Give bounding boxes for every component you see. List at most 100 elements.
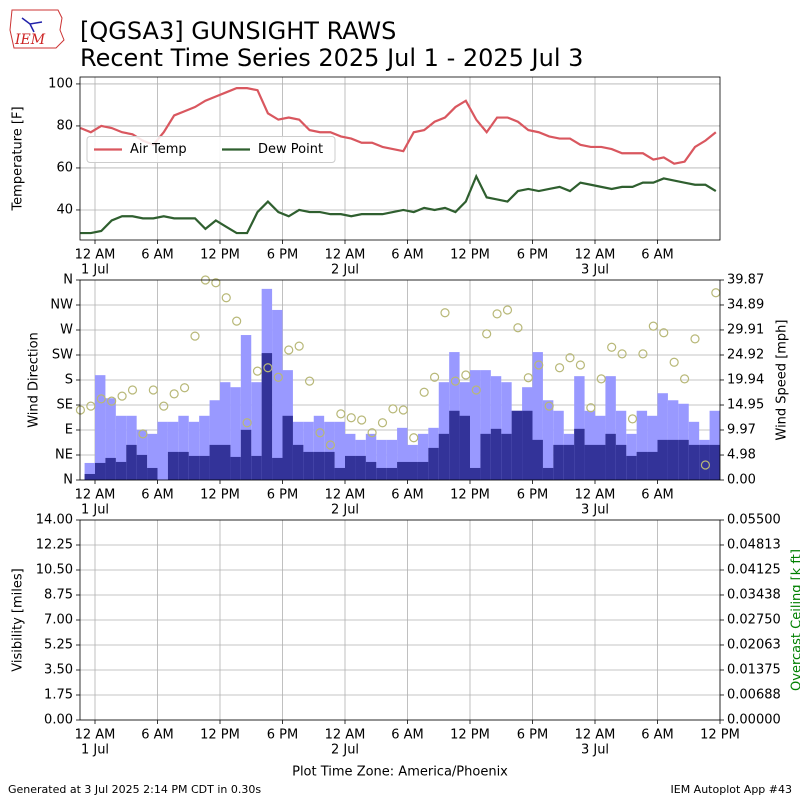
bar <box>272 457 283 480</box>
x-tick-label: 6 AM <box>641 488 674 503</box>
x-tick-label: 6 AM <box>391 488 424 503</box>
bar <box>251 455 262 480</box>
bar <box>220 444 231 480</box>
bar <box>480 370 491 480</box>
day-label: 1 Jul <box>81 503 109 518</box>
legend-box <box>86 136 336 163</box>
bar <box>313 451 325 480</box>
direction-point <box>575 360 586 370</box>
x-tick-label: 12 PM <box>700 728 740 743</box>
bar <box>303 421 314 480</box>
x-tick-label: 12 PM <box>450 248 490 263</box>
bar <box>84 462 95 480</box>
direction-point <box>242 418 252 428</box>
bar <box>397 461 408 480</box>
direction-point <box>419 387 429 397</box>
direction-point <box>252 366 263 376</box>
x-tick-label: 6 AM <box>141 248 174 263</box>
bar <box>449 410 460 480</box>
direction-point <box>492 309 502 319</box>
direction-point <box>159 401 169 411</box>
x-tick-label: 6 AM <box>141 488 174 503</box>
bar <box>574 428 585 480</box>
bar <box>407 461 418 480</box>
direction-point <box>138 429 148 439</box>
bar <box>417 433 429 480</box>
direction-point <box>711 288 721 298</box>
bar <box>542 400 554 480</box>
direction-point <box>617 349 627 359</box>
bar <box>699 444 710 480</box>
y-tick-label: 1.75 <box>44 688 73 703</box>
direction-point <box>336 409 346 419</box>
bar <box>324 451 335 480</box>
direction-point <box>523 373 533 383</box>
direction-point <box>190 331 200 341</box>
bar <box>605 376 616 480</box>
x-tick-label: 12 AM <box>325 488 366 503</box>
y2-tick-label: 0.02063 <box>727 637 781 652</box>
y2-tick-label: 24.92 <box>727 347 764 362</box>
bar <box>292 444 304 480</box>
direction-point <box>211 278 221 288</box>
direction-point <box>127 385 138 395</box>
direction-point <box>221 293 231 303</box>
bar <box>438 382 450 480</box>
direction-point <box>554 363 565 373</box>
bar <box>167 451 179 480</box>
bar <box>376 467 387 480</box>
bar <box>615 444 627 480</box>
bar <box>470 467 481 480</box>
direction-point <box>565 353 575 363</box>
direction-point <box>86 401 96 411</box>
bar <box>209 400 220 480</box>
x-tick-label: 12 AM <box>575 248 616 263</box>
x-tick-label: 12 AM <box>75 248 116 263</box>
direction-point <box>398 405 408 415</box>
bar <box>105 457 116 480</box>
bar <box>647 451 658 480</box>
y-tick-label: 60 <box>56 160 73 175</box>
y2-tick-label: 0.03438 <box>727 587 781 602</box>
direction-point <box>513 323 523 333</box>
bar <box>355 455 366 480</box>
direction-point <box>273 372 283 382</box>
bar <box>95 462 106 480</box>
series-line <box>80 87 717 165</box>
direction-point <box>117 391 127 401</box>
bar <box>532 352 543 480</box>
bar <box>220 382 231 480</box>
y-tick-label: NE <box>55 448 73 463</box>
bar <box>199 455 210 480</box>
bar <box>511 410 523 480</box>
bar <box>636 451 648 480</box>
y-tick-label: 0.00 <box>44 713 73 728</box>
legend-label: Dew Point <box>258 142 323 157</box>
bar <box>501 382 512 480</box>
direction-point <box>690 334 700 344</box>
x-tick-label: 12 PM <box>450 728 490 743</box>
subtitle: Recent Time Series 2025 Jul 1 - 2025 Jul… <box>80 44 583 72</box>
bar <box>157 421 168 480</box>
bar <box>584 444 595 480</box>
bar <box>417 461 429 480</box>
y2-axis-label: Overcast Ceiling [k ft] <box>790 549 800 691</box>
day-label: 3 Jul <box>581 263 609 278</box>
bar <box>667 439 679 480</box>
bar <box>240 335 252 480</box>
bar <box>313 415 325 480</box>
direction-point <box>75 405 86 415</box>
bar <box>376 439 387 480</box>
x-tick-label: 6 PM <box>517 488 548 503</box>
bar <box>230 387 241 480</box>
axes-frame <box>79 279 721 481</box>
bar <box>438 433 450 480</box>
direction-point <box>388 404 398 414</box>
direction-point <box>429 372 440 382</box>
y-tick-label: W <box>60 323 73 338</box>
series-line <box>80 173 717 235</box>
direction-point <box>96 394 106 404</box>
direction-point <box>440 308 450 318</box>
direction-point <box>367 428 377 438</box>
